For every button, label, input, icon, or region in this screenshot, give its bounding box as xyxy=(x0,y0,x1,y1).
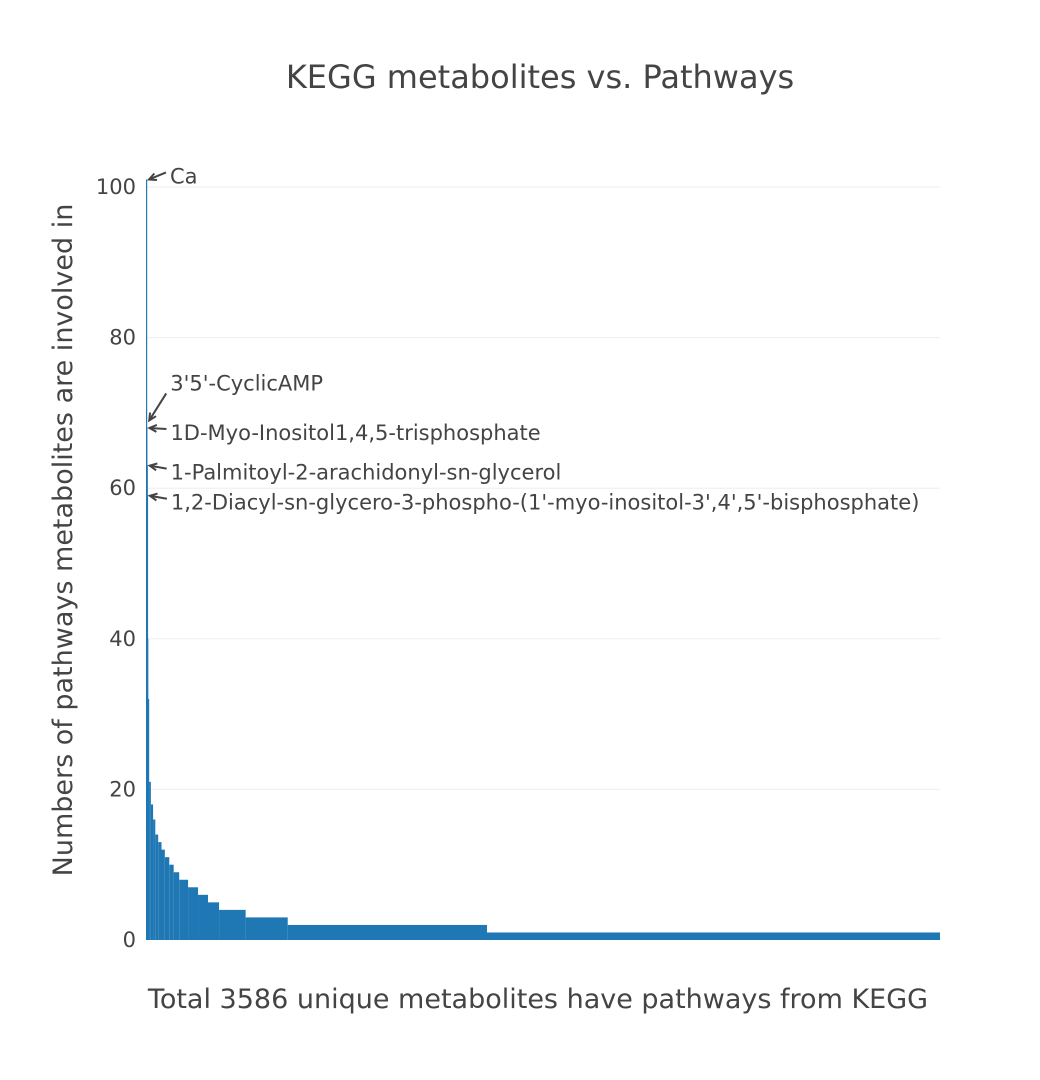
annotation-label: 1,2-Diacyl-sn-glycero-3-phospho-(1'-myo-… xyxy=(171,491,920,515)
bar-segment[interactable] xyxy=(245,917,288,940)
y-axis-ticks: 0 20 40 60 80 100 xyxy=(96,175,136,952)
y-tick-label: 20 xyxy=(109,777,136,801)
y-tick-label: 0 xyxy=(123,928,136,952)
bar-segment[interactable] xyxy=(287,924,487,940)
bar-segment[interactable] xyxy=(147,638,149,940)
bar-segment[interactable] xyxy=(198,894,208,940)
annotations-layer: Ca 3'5'-CyclicAMP 1D-Myo-Inositol1,4,5-tri… xyxy=(146,164,920,515)
bar-segment[interactable] xyxy=(207,902,220,940)
bar-segment[interactable] xyxy=(179,879,189,940)
bars-layer xyxy=(146,179,940,941)
annotation-label: Ca xyxy=(170,164,198,188)
bar-segment[interactable] xyxy=(149,781,151,940)
annotation-arrowhead xyxy=(147,462,158,472)
annotation-arrow xyxy=(148,392,168,421)
bar-segment[interactable] xyxy=(161,849,165,940)
y-axis-title: Numbers of pathways metabolites are invo… xyxy=(48,204,79,877)
annotation-label: 1-Palmitoyl-2-arachidonyl-sn-glycerol xyxy=(171,461,562,485)
annotation-arrowhead xyxy=(147,423,158,433)
annotation-arrow xyxy=(149,464,167,470)
bar-segment[interactable] xyxy=(158,842,162,940)
y-tick-label: 80 xyxy=(109,326,136,350)
x-axis-title: Total 3586 unique metabolites have pathw… xyxy=(147,984,928,1015)
y-tick-label: 100 xyxy=(96,175,136,199)
annotation-arrowhead xyxy=(146,172,158,181)
bar-segment[interactable] xyxy=(153,819,156,940)
y-tick-label: 40 xyxy=(109,627,136,651)
bar-segment[interactable] xyxy=(164,857,170,940)
y-tick-label: 60 xyxy=(109,476,136,500)
annotation-arrowhead xyxy=(147,492,158,502)
bar-segment[interactable] xyxy=(147,699,150,940)
annotation-label: 1D-Myo-Inositol1,4,5-trisphosphate xyxy=(170,421,540,445)
annotation-arrowhead xyxy=(147,412,157,423)
bar-segment[interactable] xyxy=(486,932,940,940)
annotation-arrow xyxy=(148,171,167,181)
annotation-arrow xyxy=(149,426,167,430)
bar-segment[interactable] xyxy=(219,909,246,940)
chart-title: KEGG metabolites vs. Pathways xyxy=(286,58,794,96)
bar-segment[interactable] xyxy=(150,804,154,940)
bar-segment[interactable] xyxy=(173,872,180,940)
annotation-label: 3'5'-CyclicAMP xyxy=(170,371,323,395)
grid-layer xyxy=(146,186,940,790)
bar-segment[interactable] xyxy=(188,887,199,940)
bar-segment[interactable] xyxy=(169,864,174,940)
bar-segment[interactable] xyxy=(155,834,159,940)
annotation-arrow xyxy=(149,494,168,500)
